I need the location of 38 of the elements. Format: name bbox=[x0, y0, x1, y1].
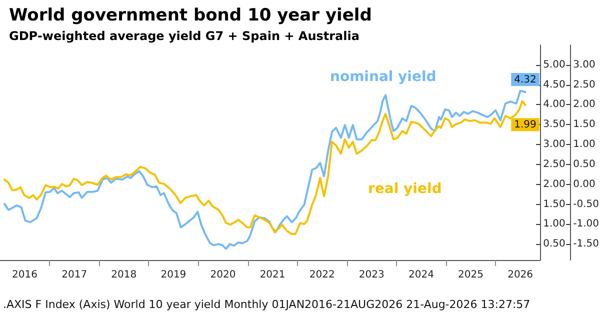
y-tick-label: 2.50 bbox=[543, 158, 566, 170]
x-tick-label: 2024 bbox=[408, 270, 434, 280]
y2-tick-label: 2.00 bbox=[573, 99, 596, 110]
x-tick-label: 2023 bbox=[358, 270, 384, 280]
y-tick-label: 3.50 bbox=[543, 119, 566, 130]
x-tick-label: 2025 bbox=[458, 270, 484, 280]
y2-tick-label: -1.50 bbox=[573, 238, 599, 250]
y-tick-label: 1.00 bbox=[543, 218, 566, 230]
y-tick-label: 0.50 bbox=[543, 238, 566, 250]
y-tick-label: 4.50 bbox=[543, 79, 566, 90]
text: .AXIS F Index (Axis) World 10 year yield Monthly 01JAN2016-21AUG2026 21-Aug-2026 13:27:57 bbox=[3, 298, 530, 311]
x-tick-label: 2016 bbox=[12, 270, 38, 280]
x-tick-label: 2017 bbox=[62, 270, 88, 280]
x-tick-label: 2022 bbox=[309, 270, 335, 280]
text: real yield bbox=[368, 181, 442, 197]
series-label: nominal yield bbox=[330, 69, 436, 85]
x-tick-label: 2026 bbox=[508, 270, 534, 280]
x-tick-label: 2020 bbox=[210, 270, 236, 280]
y-tick-label: 2.00 bbox=[543, 178, 566, 190]
y-tick-label: 5.00 bbox=[543, 59, 566, 70]
y2-tick-label: 0.00 bbox=[573, 178, 596, 190]
y2-tick-label: 0.50 bbox=[573, 158, 596, 170]
y2-tick-label: 3.00 bbox=[573, 59, 596, 70]
data-label: 1.99 bbox=[514, 120, 536, 131]
y2-tick-label: -0.50 bbox=[573, 198, 599, 210]
y2-tick-label: 1.00 bbox=[573, 139, 596, 150]
chart-subtitle: GDP-weighted average yield G7 + Spain + Australia bbox=[9, 29, 360, 43]
y-tick-label: 1.50 bbox=[543, 198, 566, 210]
x-tick-label: 2018 bbox=[111, 270, 137, 280]
y2-tick-label: 1.50 bbox=[573, 119, 596, 130]
y2-tick-label: -1.00 bbox=[573, 218, 599, 230]
y2-tick-label: 2.50 bbox=[573, 79, 596, 90]
x-tick-label: 2021 bbox=[260, 270, 286, 280]
x-tick-label: 2019 bbox=[160, 270, 186, 280]
data-label: 4.32 bbox=[514, 74, 536, 86]
chart-title: World government bond 10 year yield bbox=[9, 6, 372, 26]
y-tick-label: 4.00 bbox=[543, 99, 566, 110]
y-tick-label: 3.00 bbox=[543, 139, 566, 150]
